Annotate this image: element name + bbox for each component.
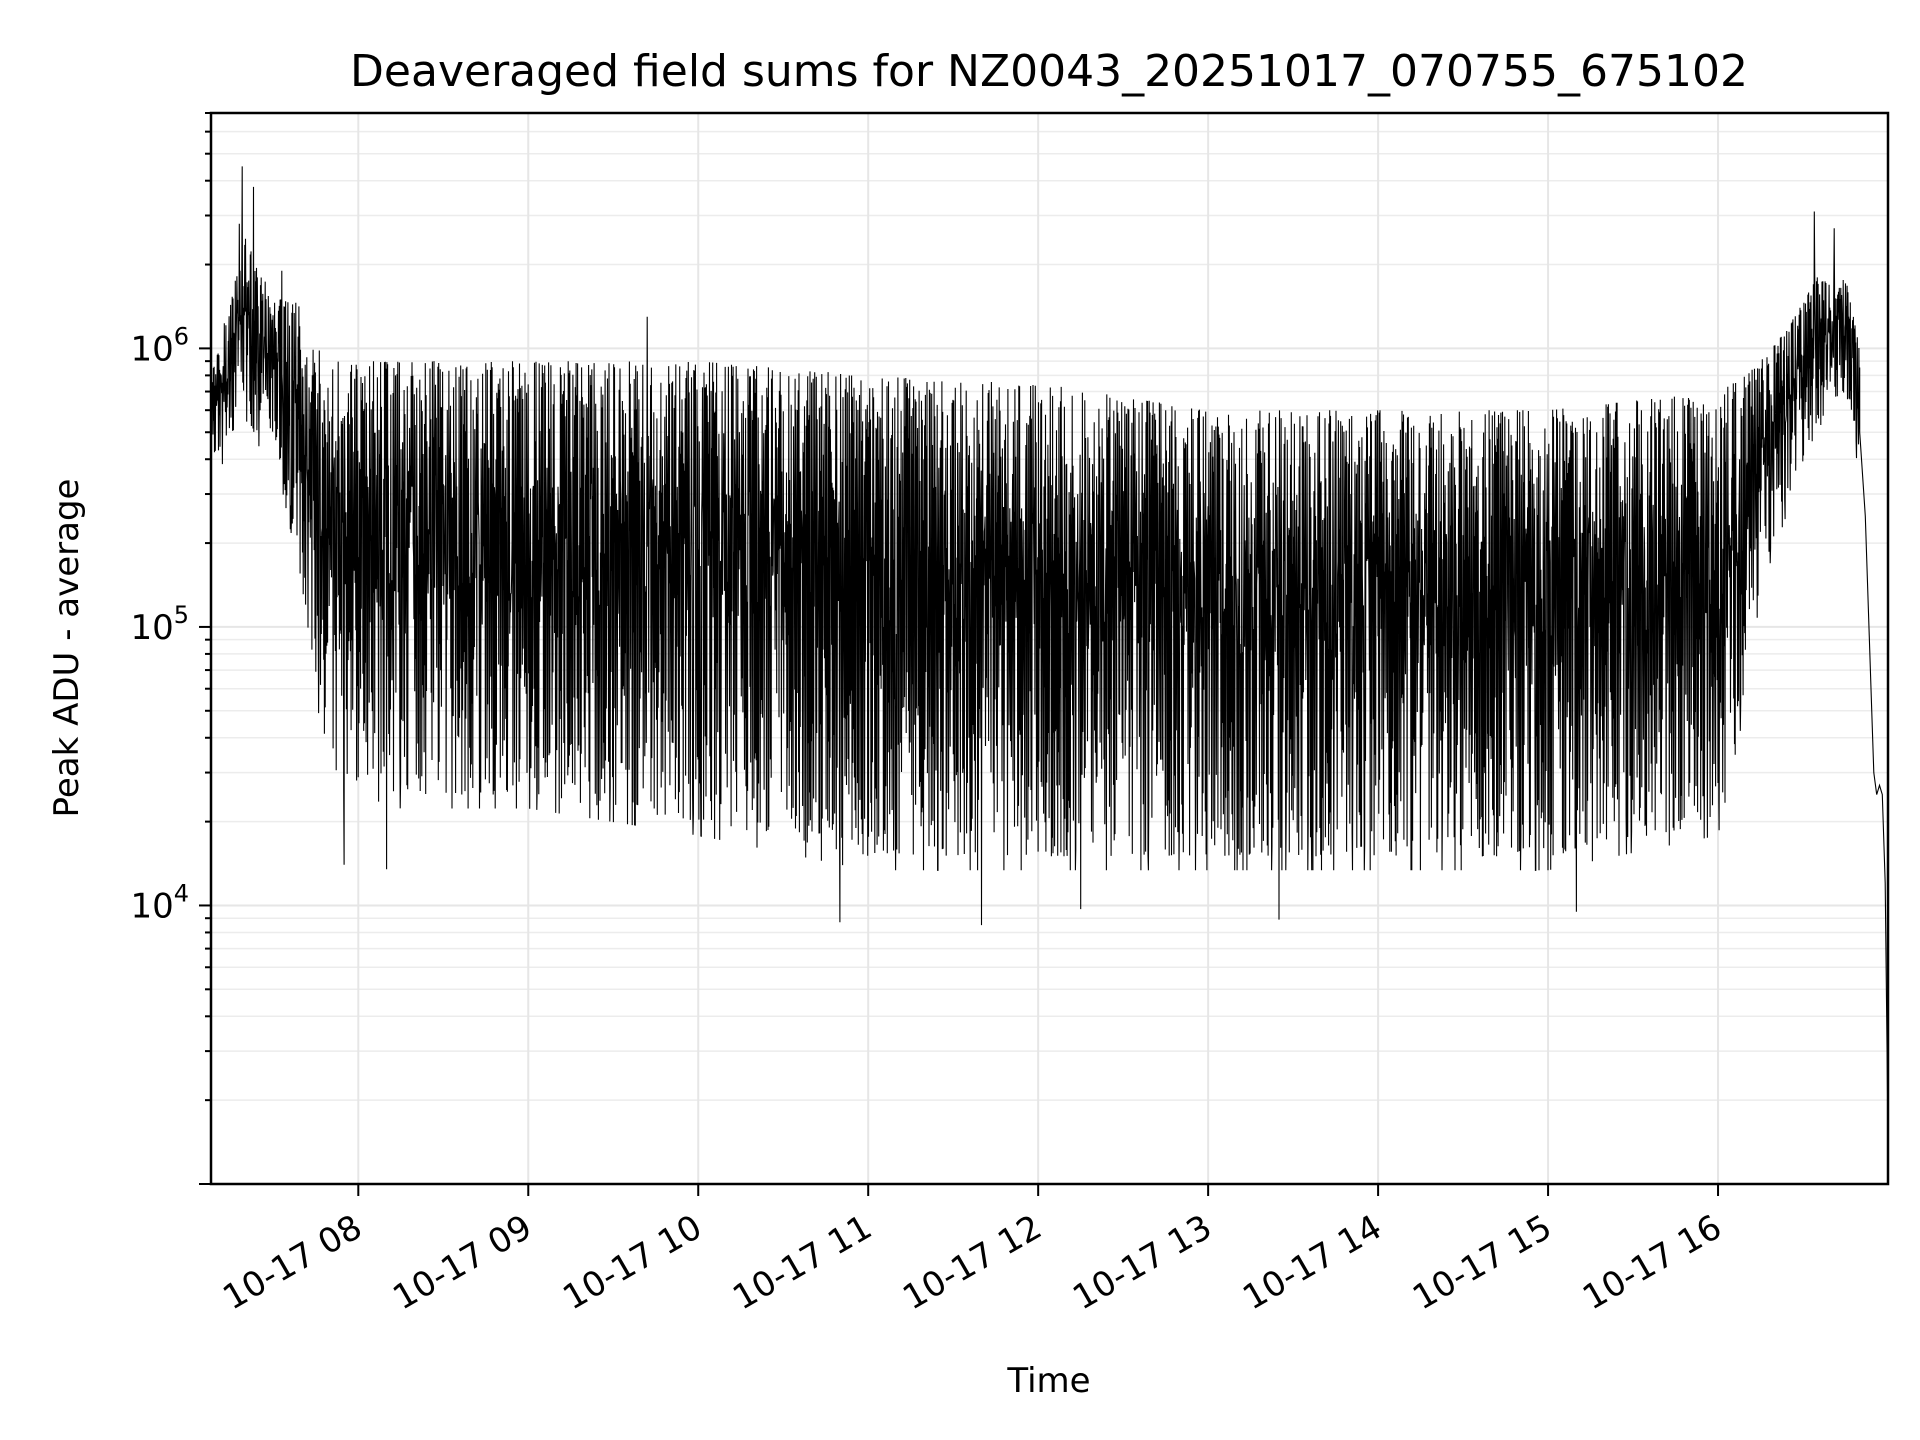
x-tick-label: 10-17 10 <box>556 1207 708 1318</box>
x-tick-label: 10-17 13 <box>1066 1207 1218 1318</box>
x-tick-label: 10-17 15 <box>1406 1207 1558 1318</box>
series-line <box>210 166 1889 1136</box>
x-tick-label: 10-17 16 <box>1576 1207 1728 1318</box>
x-tick-label: 10-17 09 <box>386 1207 538 1318</box>
chart-title: Deaveraged field sums for NZ0043_2025101… <box>350 46 1748 97</box>
plot-frame <box>209 111 1890 1186</box>
x-tick-label: 10-17 14 <box>1236 1207 1388 1318</box>
x-tick-label: 10-17 11 <box>726 1207 878 1318</box>
x-axis-label: Time <box>1006 1361 1090 1401</box>
y-tick-label: 104 <box>130 879 189 926</box>
x-tick-label: 10-17 12 <box>896 1207 1048 1318</box>
y-tick-label: 106 <box>130 322 189 369</box>
y-axis-label: Peak ADU - average <box>47 479 87 818</box>
y-tick-label: 105 <box>130 601 189 648</box>
x-tick-label: 10-17 08 <box>216 1207 368 1318</box>
